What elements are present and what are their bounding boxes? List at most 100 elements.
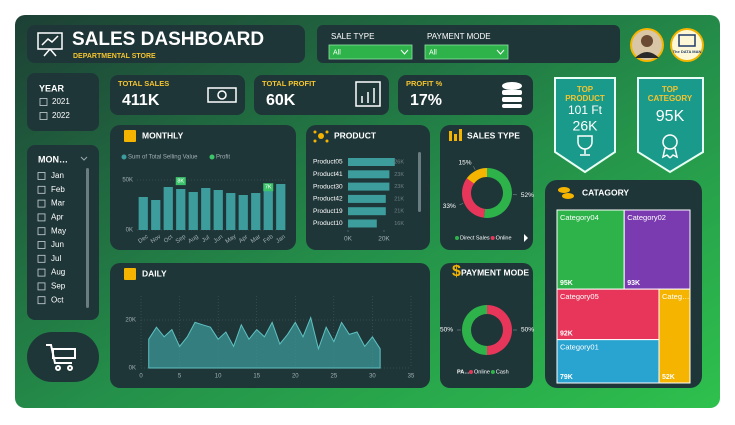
leader-line (459, 203, 464, 206)
tile-label: Categ… (662, 292, 690, 301)
x-tick-label: Aug (187, 234, 199, 245)
treemap-tile[interactable] (658, 288, 691, 384)
bar (213, 190, 223, 230)
treemap-tile[interactable] (556, 288, 660, 341)
scrollbar[interactable] (418, 152, 421, 212)
x-tick-label: 5 (178, 374, 182, 380)
kpi-panel (398, 75, 533, 115)
x-tick-label: Jul (201, 235, 211, 244)
checkbox[interactable] (37, 268, 46, 277)
logo (670, 28, 704, 62)
legend-next[interactable] (524, 234, 528, 242)
slicer-option: Jan (51, 171, 64, 180)
bar (238, 195, 248, 230)
x-tick-label: Nov (150, 234, 162, 245)
checkbox[interactable] (37, 241, 46, 249)
x-tick-label: 25 (331, 374, 338, 380)
x-tick-label: 20 (292, 374, 299, 380)
data-label: 26K (394, 159, 404, 165)
legend-dot (121, 154, 127, 160)
legend-dot (469, 370, 473, 374)
tile-label: Category01 (560, 343, 599, 352)
panel-title: MONTHLY (142, 130, 184, 140)
donut-slice (462, 305, 487, 355)
presentation-icon (37, 32, 63, 57)
coins-icon (558, 187, 574, 199)
checkbox[interactable] (37, 213, 46, 222)
slicer-option: Feb (51, 185, 65, 194)
avatar (630, 28, 664, 62)
data-label: 52% (521, 192, 534, 199)
filter-label: PAYMENT MODE (427, 32, 491, 41)
x-tick-label: 0K (344, 236, 353, 243)
dropdown-value: All (333, 49, 341, 56)
treemap-tile[interactable] (556, 209, 625, 290)
scrollbar[interactable] (86, 168, 89, 308)
checkbox[interactable] (37, 282, 46, 291)
ribbon-title: CATEGORY (648, 94, 693, 103)
bar (176, 189, 186, 230)
y-tick-label: 50K (122, 178, 133, 184)
header-panel (27, 25, 305, 63)
checkbox[interactable] (39, 112, 48, 120)
ribbon-title: TOP (662, 85, 679, 94)
bar (348, 158, 395, 166)
tile-value: 92K (560, 330, 573, 337)
x-tick-label: Feb (263, 234, 275, 245)
sales-icon (449, 129, 462, 141)
data-label: 50% (440, 327, 453, 334)
x-tick-label: Apr (238, 234, 249, 244)
y-tick-label: Product41 (313, 171, 343, 178)
bar (138, 197, 148, 230)
data-label: 23K (394, 184, 404, 190)
checkbox[interactable] (37, 254, 46, 263)
bar (201, 188, 211, 230)
kpi-value: 17% (410, 92, 442, 109)
x-tick-label: Sep (175, 234, 188, 245)
slicer-option: Apr (51, 213, 64, 222)
checkbox[interactable] (37, 172, 46, 180)
tile-value: 52K (662, 374, 675, 381)
tile-value: 95K (560, 280, 573, 287)
kpi-label: PROFIT % (406, 79, 443, 88)
calendar-icon (124, 130, 136, 280)
y-tick-label: Product19 (313, 208, 343, 215)
slicer-title: MON… (38, 154, 68, 164)
bar (263, 186, 273, 230)
checkbox[interactable] (37, 227, 46, 236)
ribbon-value: 26K (573, 118, 599, 134)
bar (151, 200, 161, 230)
chevron[interactable] (80, 156, 88, 161)
data-label: 7K (265, 185, 272, 191)
data-label: 50% (521, 327, 534, 334)
x-tick-label: May (225, 234, 238, 245)
bar (276, 184, 286, 230)
data-label: 8K (177, 179, 184, 185)
treemap-tile[interactable] (623, 209, 691, 290)
checkbox[interactable] (39, 98, 48, 106)
y-tick-label: Product42 (313, 196, 343, 203)
dropdown[interactable] (328, 44, 413, 60)
bar (188, 192, 198, 230)
checkbox[interactable] (37, 296, 46, 305)
checkbox[interactable] (37, 199, 46, 208)
slicer-option: Jun (51, 240, 64, 249)
treemap-tile[interactable] (556, 339, 660, 384)
top-product-ribbon (554, 77, 616, 174)
checkbox[interactable] (37, 185, 46, 194)
y-tick-label: 0K (126, 228, 133, 234)
tile-label: Category04 (560, 213, 599, 222)
daily-area (148, 315, 381, 369)
dropdown[interactable] (424, 44, 509, 60)
bar (251, 193, 261, 230)
product-icon (313, 130, 329, 143)
tile-label: Category05 (560, 292, 599, 301)
data-label: 33% (443, 203, 456, 210)
dashboard-title: SALES DASHBOARD (72, 29, 264, 50)
data-label-bg (263, 183, 274, 192)
kpi-value: 60K (266, 92, 296, 109)
x-tick-label: Jun (213, 234, 224, 244)
legend-dot (209, 154, 215, 160)
leader-line (473, 166, 476, 170)
